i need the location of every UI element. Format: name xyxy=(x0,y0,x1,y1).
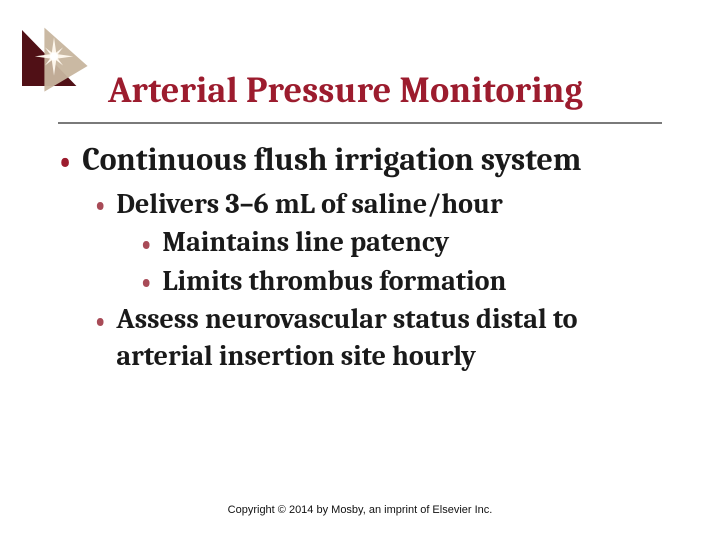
bullet-level1: Continuous flush irrigation system xyxy=(58,140,678,180)
triangle-star-logo-icon xyxy=(14,18,94,98)
bullet-text: Maintains line patency xyxy=(162,224,449,260)
slide-body: Continuous flush irrigation system Deliv… xyxy=(58,140,678,376)
bullet-level2: Assess neurovascular status distal to ar… xyxy=(94,301,678,374)
title-underline xyxy=(58,122,662,124)
slide-title: Arterial Pressure Monitoring xyxy=(108,70,583,111)
bullet-text: Continuous flush irrigation system xyxy=(82,140,581,180)
bullet-text: Assess neurovascular status distal to ar… xyxy=(116,301,678,374)
bullet-icon xyxy=(94,187,106,223)
bullet-level3: Maintains line patency xyxy=(140,224,678,260)
bullet-icon xyxy=(140,264,152,300)
bullet-icon xyxy=(140,226,152,262)
bullet-text: Delivers 3–6 mL of saline/hour xyxy=(116,186,502,222)
bullet-text: Limits thrombus formation xyxy=(162,263,506,299)
bullet-level3: Limits thrombus formation xyxy=(140,263,678,299)
bullet-icon xyxy=(58,142,72,182)
slide: Arterial Pressure Monitoring Continuous … xyxy=(0,0,720,540)
bullet-icon xyxy=(94,303,106,339)
copyright-footer: Copyright © 2014 by Mosby, an imprint of… xyxy=(0,504,720,516)
bullet-level2: Delivers 3–6 mL of saline/hour xyxy=(94,186,678,222)
